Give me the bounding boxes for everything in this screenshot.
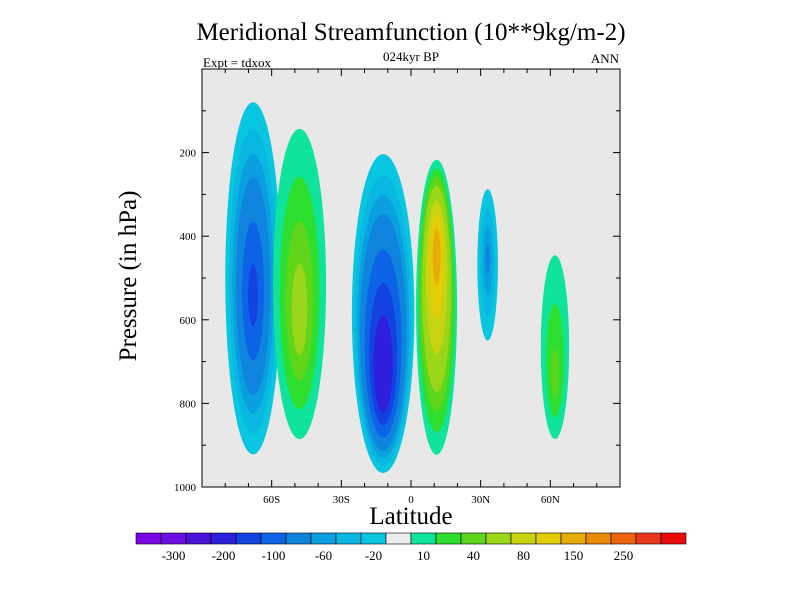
- contour-level: [248, 263, 259, 327]
- colorbar-label: 250: [614, 548, 634, 563]
- colorbar-label: -60: [315, 548, 332, 563]
- colorbar-swatch: [410, 532, 437, 545]
- nh-polar-cell: [540, 255, 570, 440]
- contour-level: [373, 315, 393, 414]
- sh-ferrel-cell: [273, 128, 327, 440]
- y-tick-label: 1000: [174, 482, 197, 494]
- northern-hadley-cell: [416, 159, 458, 455]
- contour-level: [551, 348, 559, 398]
- colorbar-swatch: [360, 532, 387, 545]
- colorbar-swatch: [285, 532, 312, 545]
- contour-level: [432, 228, 441, 285]
- axis-ticks: [202, 69, 620, 488]
- x-axis-label: Latitude: [369, 503, 452, 530]
- colorbar-label: -100: [262, 548, 286, 563]
- y-tick-label: 400: [180, 231, 197, 243]
- colorbar-label: -20: [365, 548, 382, 563]
- x-tick-label: 60N: [541, 494, 560, 506]
- sh-polar-cell: [225, 102, 281, 455]
- colorbar-swatch: [435, 532, 462, 545]
- colorbar-label: 10: [417, 548, 430, 563]
- y-tick-label: 800: [180, 398, 197, 410]
- contour-fills: [225, 102, 570, 473]
- chart-title: Meridional Streamfunction (10**9kg/m-2): [196, 19, 625, 46]
- colorbar: [135, 532, 687, 545]
- colorbar-swatch: [460, 532, 487, 545]
- colorbar-label: 40: [467, 548, 480, 563]
- colorbar-swatch: [510, 532, 537, 545]
- chart-subtitle: 024kyr BP: [383, 49, 439, 64]
- y-tick-label: 600: [180, 315, 197, 327]
- colorbar-label: 80: [517, 548, 530, 563]
- x-tick-labels: 60S 30S 0 30N 60N: [263, 494, 560, 506]
- colorbar-swatch: [660, 532, 687, 545]
- colorbar-swatch: [610, 532, 637, 545]
- colorbar-swatch: [535, 532, 562, 545]
- colorbar-label: -300: [162, 548, 186, 563]
- colorbar-swatch: [160, 532, 187, 545]
- colorbar-swatch: [135, 532, 162, 545]
- colorbar-swatch: [185, 532, 212, 545]
- colorbar-swatch: [635, 532, 662, 545]
- x-tick-label: 30S: [333, 494, 350, 506]
- southern-hadley-cell: [351, 154, 415, 473]
- x-tick-label: 30N: [471, 494, 490, 506]
- colorbar-swatch: [385, 532, 412, 545]
- colorbar-label: 150: [564, 548, 584, 563]
- colorbar-swatch: [585, 532, 612, 545]
- colorbar-swatch: [210, 532, 237, 545]
- contour-level: [485, 243, 490, 275]
- y-tick-label: 200: [180, 148, 197, 160]
- colorbar-swatch: [260, 532, 287, 545]
- colorbar-label: -200: [212, 548, 236, 563]
- y-tick-labels: 200 400 600 800 1000: [174, 148, 197, 494]
- contour-level: [291, 263, 308, 356]
- x-tick-label: 0: [408, 494, 414, 506]
- experiment-label: Expt = tdxox: [203, 55, 271, 70]
- colorbar-swatch: [485, 532, 512, 545]
- colorbar-swatch: [560, 532, 587, 545]
- colorbar-labels: -300 -200 -100 -60 -20 10 40 80 150 250: [162, 548, 634, 563]
- y-axis-label: Pressure (in hPa): [115, 191, 142, 362]
- colorbar-swatch: [310, 532, 337, 545]
- nh-ferrel-cell: [477, 189, 498, 341]
- season-label: ANN: [591, 51, 620, 66]
- colorbar-swatch: [335, 532, 362, 545]
- x-tick-label: 60S: [263, 494, 280, 506]
- colorbar-swatch: [235, 532, 262, 545]
